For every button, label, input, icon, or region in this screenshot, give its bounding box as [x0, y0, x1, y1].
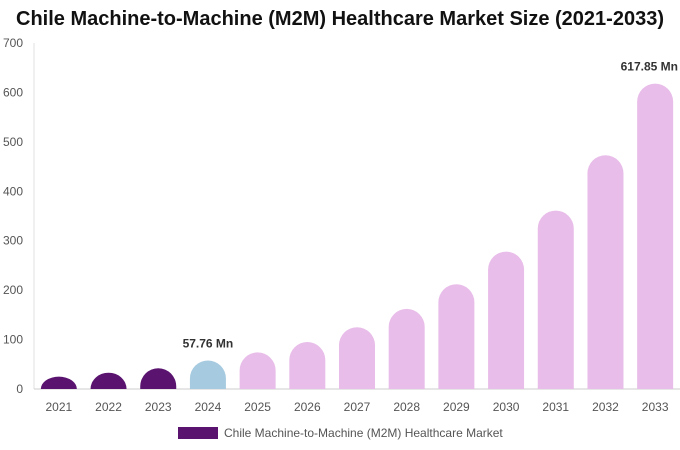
x-tick-label: 2030	[493, 400, 520, 414]
x-tick-label: 2023	[145, 400, 172, 414]
x-tick-label: 2024	[195, 400, 222, 414]
legend-label: Chile Machine-to-Machine (M2M) Healthcar…	[224, 426, 503, 440]
y-tick-label: 400	[3, 184, 23, 198]
x-tick-label: 2028	[393, 400, 420, 414]
x-tick-label: 2025	[244, 400, 271, 414]
chart-title: Chile Machine-to-Machine (M2M) Healthcar…	[16, 8, 664, 30]
x-tick-label: 2021	[45, 400, 72, 414]
y-axis: 0 100 200 300 400 500 600 700	[3, 36, 35, 396]
bar-2021	[40, 376, 77, 389]
bar-2031	[537, 210, 574, 389]
bar-2024	[189, 360, 226, 389]
bar-2025	[239, 352, 276, 389]
bar-2028	[388, 308, 425, 389]
legend: Chile Machine-to-Machine (M2M) Healthcar…	[178, 426, 503, 440]
x-tick-label: 2031	[542, 400, 569, 414]
y-tick-label: 500	[3, 135, 23, 149]
y-tick-label: 200	[3, 283, 23, 297]
bar-2027	[339, 327, 375, 389]
bar-2023	[140, 368, 177, 389]
data-label-2024: 57.76 Mn	[183, 336, 234, 350]
bar-2029	[438, 284, 475, 389]
y-tick-label: 0	[16, 382, 23, 396]
x-tick-label: 2027	[344, 400, 371, 414]
bars-group	[40, 83, 674, 390]
x-tick-label: 2026	[294, 400, 321, 414]
x-tick-label: 2022	[95, 400, 122, 414]
bar-2032	[587, 155, 624, 389]
bar-2026	[289, 342, 326, 389]
legend-swatch	[178, 427, 218, 439]
y-tick-label: 600	[3, 85, 23, 99]
bar-2022	[90, 372, 127, 389]
x-axis: 2021 2022 2023 2024 2025 2026 2027 2028 2029 2030…	[34, 388, 680, 414]
x-tick-label: 2032	[592, 400, 619, 414]
bar-2030	[488, 251, 525, 389]
x-tick-label: 2033	[642, 400, 669, 414]
data-labels-group: 57.76 Mn 617.85 Mn	[183, 60, 678, 351]
y-tick-label: 300	[3, 234, 23, 248]
bar-2033	[637, 83, 674, 390]
x-tick-label: 2029	[443, 400, 470, 414]
y-tick-label: 100	[3, 333, 23, 347]
y-tick-label: 700	[3, 36, 23, 50]
data-label-2033: 617.85 Mn	[621, 60, 678, 74]
